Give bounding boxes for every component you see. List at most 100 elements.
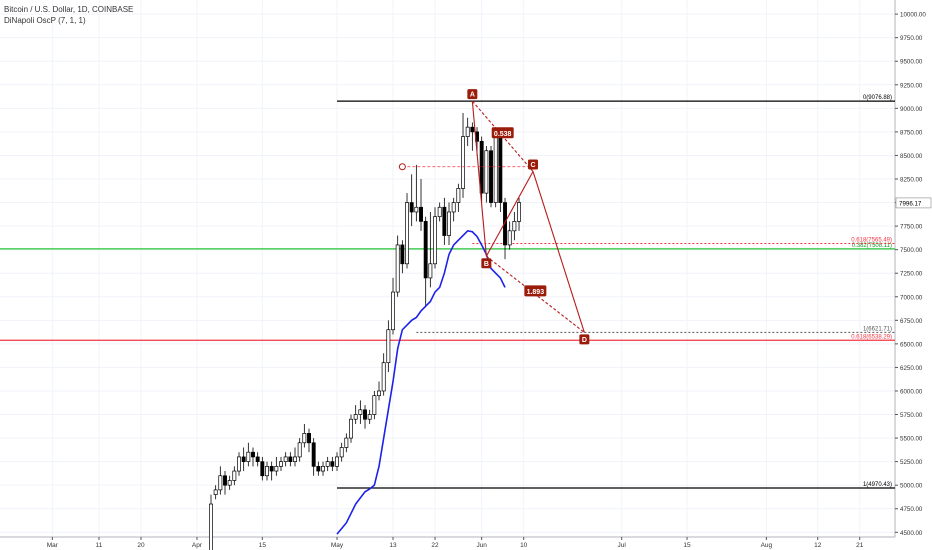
candle [316,465,321,472]
y-tick-label: 8500.00 [900,153,923,160]
candle [255,456,260,462]
candle [507,230,512,246]
x-tick-label: Mar [47,542,59,549]
x-tick-label: 21 [856,542,864,549]
y-tick-label: 9250.00 [900,82,923,89]
x-tick-label: 15 [259,542,267,549]
candle [498,136,503,203]
pattern-leg-ab [471,101,487,257]
pattern-point-B-label: B [484,261,489,268]
candle [409,202,414,213]
candle [461,136,465,189]
y-tick-label: 8250.00 [900,177,923,184]
candle [209,503,213,550]
y-tick-label: 7000.00 [900,294,923,301]
candle [349,418,353,439]
candle [386,329,391,364]
candle [391,291,395,331]
candle [414,206,419,213]
candle [274,465,279,472]
harmonic-pattern: A B C D 0.538 1.893 [398,89,590,345]
y-tick-label: 9750.00 [900,35,923,42]
candle [213,489,218,495]
candle [251,451,255,458]
candle [442,206,447,236]
candle [283,456,288,462]
level-label-fib_0618_red: 0.618(6538.29) [851,334,892,340]
candle [232,470,237,481]
level-label-level_1: 1(4970.43) [863,482,892,488]
candle [419,206,423,222]
candle [377,390,381,397]
pattern-ratio-badge [524,285,547,297]
candle [330,461,335,467]
candle [246,451,251,462]
pattern-point-D-badge [579,334,590,345]
pattern-ratio-badge [491,127,514,139]
pattern-ratio-label: 1.893 [527,289,545,296]
candle [437,206,442,218]
candle [335,456,339,467]
pattern-ratio-label: 0.538 [494,131,512,138]
pattern-point-A-badge [467,89,478,100]
x-tick-label: 20 [137,542,145,549]
level-label-fib_0618_green: 0.382(7508.11) [852,243,892,249]
candle [470,126,475,133]
indicator-title: DiNapoli OscP (7, 1, 1) [4,16,86,25]
y-tick-label: 5250.00 [900,459,923,466]
oscillator-line [336,229,506,535]
candle [260,461,265,477]
candle [465,126,470,137]
candle [400,244,405,265]
symbol-title: Bitcoin / U.S. Dollar, 1D, COINBASE [4,5,134,14]
x-tick-label: 13 [389,542,397,549]
candle [279,461,283,467]
x-tick-label: Jun [476,542,487,549]
last-price-badge [895,197,932,209]
grid [0,0,895,537]
candle [484,150,489,194]
y-tick-label: 4750.00 [900,506,923,513]
candle [353,414,358,420]
candle [227,480,232,486]
y-tick-label: 9500.00 [900,59,923,66]
pattern-leg-cd [532,171,585,333]
candle [395,244,400,293]
y-tick-label: 5750.00 [900,412,923,419]
candle [297,442,302,458]
candle [451,202,456,213]
x-tick-label: Jul [618,542,627,549]
chart-legend: Bitcoin / U.S. Dollar, 1D, COINBASE DiNa… [4,4,133,26]
candle [223,475,227,486]
candle [344,437,349,448]
y-tick-label: 9000.00 [900,106,923,113]
pattern-origin-marker [398,163,406,171]
candle [307,433,311,444]
pattern-leg-bc [485,171,534,257]
candle [367,414,372,420]
candles [209,113,521,550]
candle [358,409,363,415]
x-tick-label: Apr [192,542,203,549]
y-tick-label: 7500.00 [900,247,923,254]
candle [423,221,428,279]
candle [428,263,433,279]
level-label-level_0: 0(9076.88) [863,95,892,101]
pattern-point-A-label: A [470,92,475,99]
x-tick-label: 10 [520,542,528,549]
y-tick-label: 10000.00 [900,12,926,19]
candle [241,456,246,462]
candle [339,447,344,458]
y-tick-label: 7250.00 [900,271,923,278]
x-tick-label: Aug [761,542,773,549]
x-tick-label: May [331,542,344,549]
candle [479,140,484,194]
level-label-level_1_lower: 1(6621.71) [863,326,892,332]
candle [372,395,377,415]
pattern-point-C-label: C [530,162,535,169]
y-tick-label: 6750.00 [900,318,923,325]
level-label-fib_0618_red_upper: 0.618(7565.49) [851,237,892,243]
candle [363,409,367,420]
